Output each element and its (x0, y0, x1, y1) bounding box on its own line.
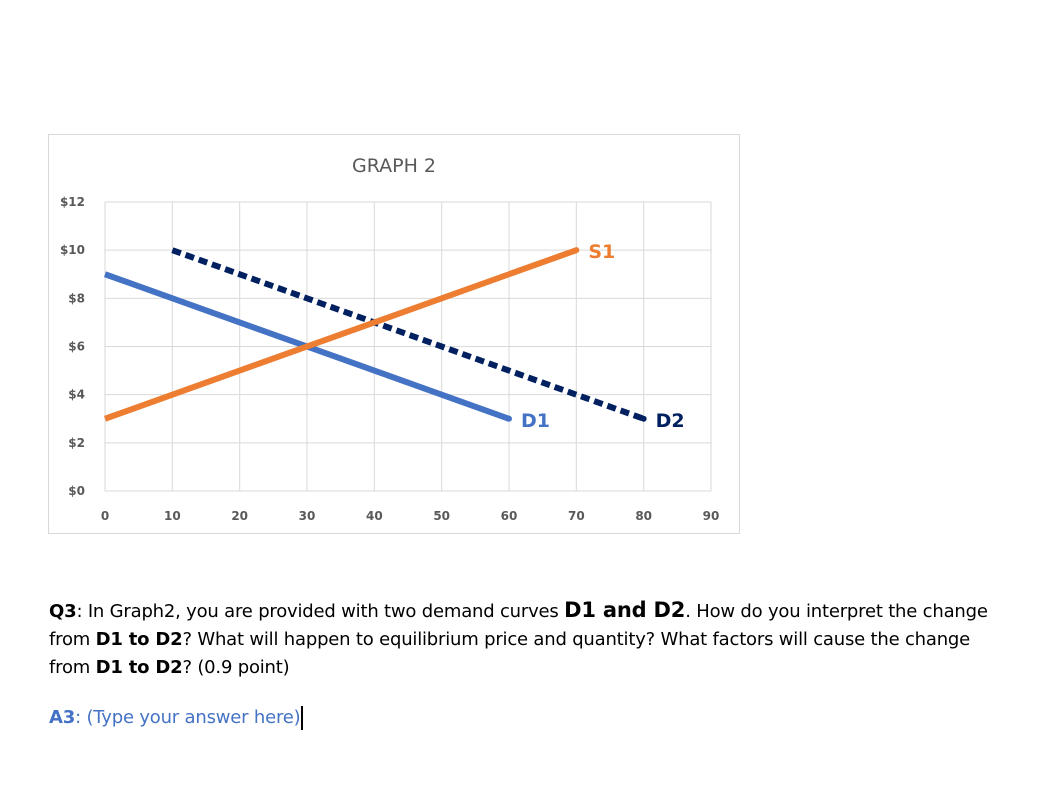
x-tick-label: 10 (164, 509, 181, 523)
series-label-s1: S1 (588, 241, 615, 263)
x-tick-label: 80 (635, 509, 652, 523)
y-tick-label: $2 (68, 436, 85, 450)
question-text-4: ? (0.9 point) (182, 657, 290, 678)
series-line-s1 (103, 247, 578, 422)
question-text-3: ? What will happen to equilibrium price … (49, 629, 971, 678)
series-line-d2 (171, 247, 645, 422)
x-tick-label: 70 (568, 509, 585, 523)
x-tick-label: 40 (366, 509, 383, 523)
series-end-s1 (573, 247, 580, 254)
question-curves: D1 and D2 (564, 598, 686, 622)
y-tick-label: $12 (60, 195, 85, 209)
answer-field[interactable]: A3: (Type your answer here) (49, 704, 304, 732)
graph-2-chart: GRAPH 2 0 10 20 30 40 50 60 70 80 90 $0 $2 $4 $6 $8 $10 $… (60, 155, 720, 523)
x-tick-label: 60 (501, 509, 518, 523)
text-cursor (301, 706, 304, 730)
y-tick-label: $10 (60, 243, 85, 257)
question-3: Q3: In Graph2, you are provided with two… (49, 596, 1009, 682)
series-label-d1: D1 (521, 410, 550, 432)
chart-frame: GRAPH 2 0 10 20 30 40 50 60 70 80 90 $0 $2 $4 $6 $8 $10 $… (48, 134, 740, 534)
y-tick-label: $6 (68, 340, 85, 354)
series-end-d2 (640, 415, 647, 422)
question-change-2: D1 to D2 (95, 657, 183, 678)
x-tick-label: 30 (299, 509, 316, 523)
question-text-2: . How do you interpret the change from (49, 601, 988, 650)
question-change-1: D1 to D2 (95, 629, 183, 650)
chart-title: GRAPH 2 (352, 155, 436, 177)
x-tick-label: 50 (433, 509, 450, 523)
series-label-d2: D2 (656, 410, 685, 432)
question-text-1: : In Graph2, you are provided with two d… (76, 601, 565, 622)
y-tick-label: $8 (68, 291, 85, 305)
x-tick-label: 0 (101, 509, 109, 523)
x-tick-label: 20 (231, 509, 248, 523)
answer-placeholder[interactable]: : (Type your answer here) (75, 707, 301, 728)
x-tick-label: 90 (703, 509, 720, 523)
y-tick-label: $4 (68, 388, 85, 402)
series-end-d1 (506, 415, 512, 422)
y-tick-label: $0 (68, 484, 85, 498)
answer-label: A3 (49, 707, 76, 728)
question-label: Q3 (49, 601, 77, 622)
